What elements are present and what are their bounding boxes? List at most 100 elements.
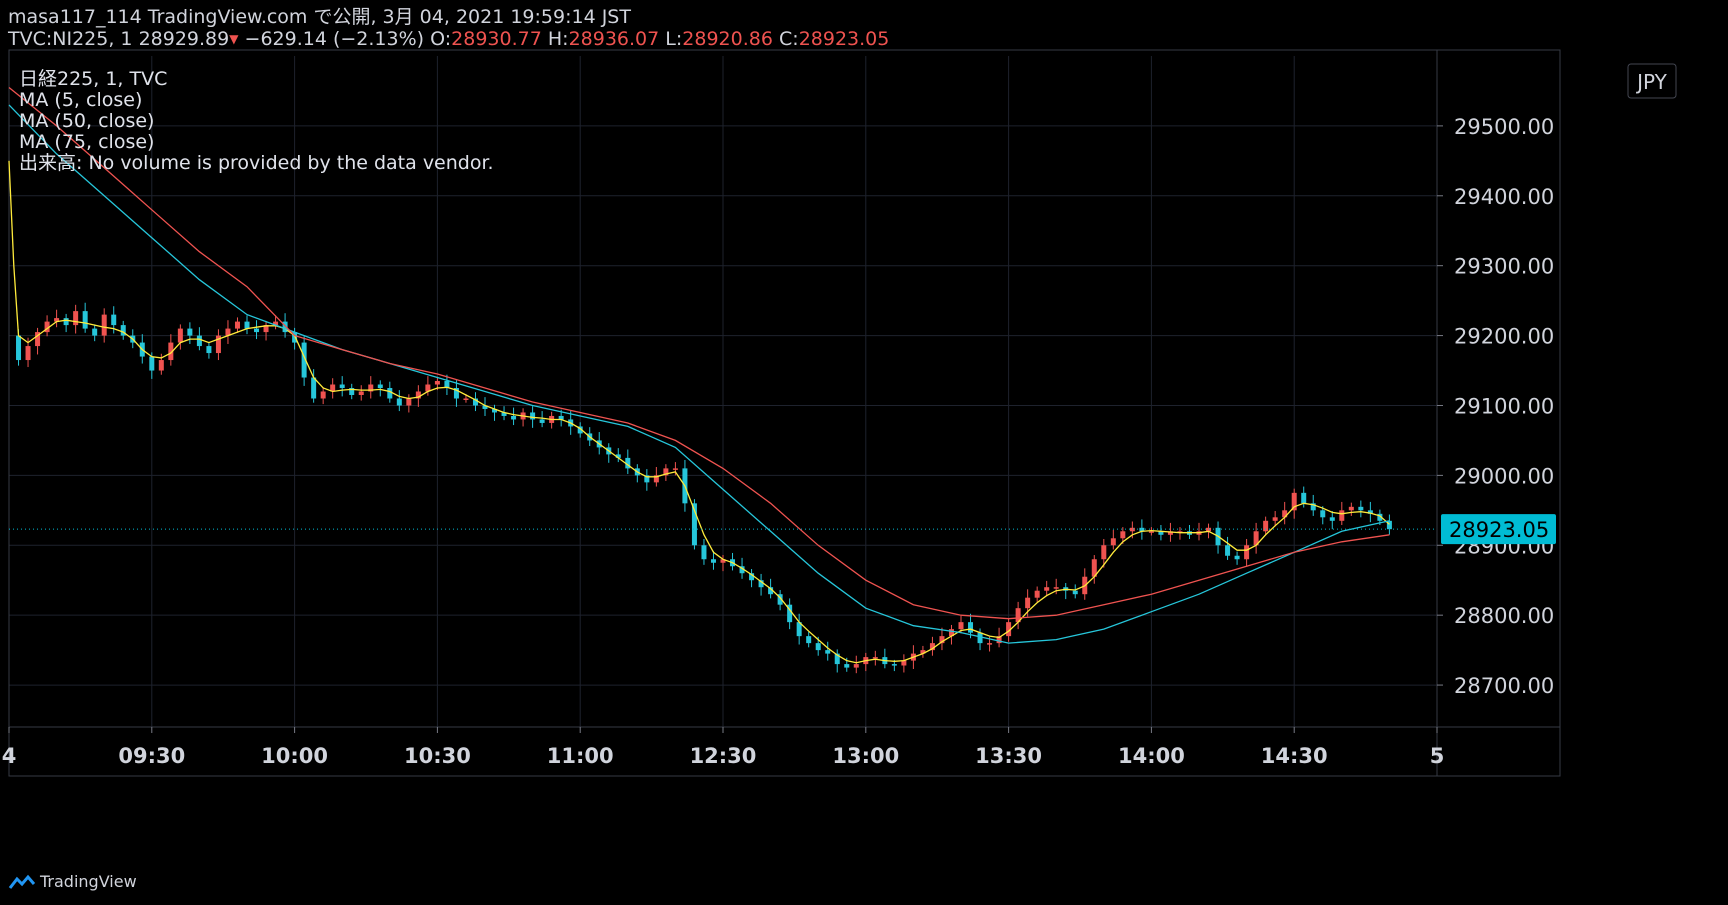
ma5-line — [8, 160, 1390, 664]
candle-body — [254, 328, 260, 333]
candle-body — [1129, 527, 1135, 532]
candle-body — [1310, 503, 1316, 511]
candle-body — [1234, 555, 1240, 560]
candle-body — [1291, 492, 1297, 511]
candle-body — [368, 384, 374, 392]
candle-body — [120, 325, 126, 336]
candle-body — [377, 384, 383, 389]
candle-body — [1329, 517, 1335, 521]
candle-body — [415, 391, 421, 399]
candle-body — [206, 346, 212, 354]
down-arrow-icon: ▼ — [229, 32, 239, 46]
candle-body — [691, 503, 697, 546]
candle-body — [1091, 559, 1097, 577]
candle-body — [825, 650, 831, 654]
candle-body — [149, 356, 155, 371]
candle-body — [968, 622, 974, 633]
legend-ma50[interactable]: MA (50, close) — [19, 110, 155, 132]
candle-body — [1339, 510, 1345, 521]
currency-label[interactable]: JPY — [1635, 70, 1668, 94]
candle-body — [749, 573, 755, 581]
candle-body — [758, 580, 764, 588]
candle-body — [891, 664, 897, 666]
candle-body — [511, 415, 517, 420]
candle-body — [872, 657, 878, 659]
candle-body — [625, 457, 631, 469]
candle-body — [263, 325, 269, 333]
candle-body — [577, 426, 583, 434]
candle-body — [282, 321, 288, 333]
candle-body — [777, 594, 783, 605]
candle-body — [558, 415, 564, 420]
candle-body — [1101, 545, 1107, 560]
candle-body — [920, 650, 926, 654]
candle-body — [796, 622, 802, 637]
candle-body — [1282, 510, 1288, 518]
high-label: H: — [547, 28, 569, 50]
candle-body — [663, 468, 669, 476]
last-price-tag: 28923.05 — [9, 514, 1556, 545]
x-tick-label: 12:30 — [690, 744, 757, 768]
x-tick-label: 14:30 — [1261, 744, 1328, 768]
open-value: 28930.77 — [451, 28, 542, 50]
candle-body — [349, 388, 355, 395]
y-tick-label: 29400.00 — [1454, 185, 1554, 209]
legend-volume[interactable]: 出来高: No volume is provided by the data v… — [19, 152, 494, 174]
candle-body — [1072, 590, 1078, 595]
x-tick-label: 09:30 — [118, 744, 185, 768]
x-tick-label: 11:00 — [547, 744, 614, 768]
candle-body — [54, 318, 60, 322]
candle-body — [539, 419, 545, 423]
candle-body — [1320, 510, 1326, 518]
close-label: C: — [779, 28, 799, 50]
high-value: 28936.07 — [568, 28, 660, 50]
candle-body — [1177, 531, 1183, 533]
candle-body — [453, 388, 459, 399]
candle-body — [311, 377, 317, 399]
candle-body — [244, 321, 250, 329]
indicator-legend: 日経225, 1, TVC MA (5, close) MA (50, clos… — [19, 69, 494, 174]
chart-header: masa117_114 TradingView.com で公開, 3月 04, … — [8, 6, 889, 50]
candle-body — [92, 328, 98, 336]
change-value: −629.14 (−2.13%) — [244, 28, 425, 50]
low-label: L: — [665, 28, 683, 50]
candle-body — [672, 468, 678, 470]
candle-body — [387, 388, 393, 399]
footer: TradingView — [8, 872, 137, 891]
candle-body — [1015, 608, 1021, 623]
candle-body — [1253, 531, 1259, 546]
candle-body — [1044, 587, 1050, 591]
legend-ma75[interactable]: MA (75, close) — [19, 131, 155, 153]
candle-body — [472, 398, 478, 406]
ma75-line — [8, 86, 1390, 620]
candle-body — [82, 311, 88, 329]
candle-body — [1206, 527, 1212, 532]
currency-button-box[interactable] — [1627, 63, 1677, 99]
last-price: 28929.89 — [138, 28, 230, 50]
x-tick-label: 13:00 — [832, 744, 899, 768]
candle-body — [787, 604, 793, 623]
candle-body — [1034, 590, 1040, 598]
candle-body — [1120, 531, 1126, 539]
candle-body — [73, 311, 79, 326]
candle-body — [44, 321, 50, 333]
candle-body — [101, 314, 107, 336]
close-value: 28923.05 — [798, 28, 890, 50]
legend-symbol[interactable]: 日経225, 1, TVC — [19, 68, 168, 90]
legend-ma5[interactable]: MA (5, close) — [19, 89, 143, 111]
ma50-line — [8, 104, 1390, 644]
x-tick-label: 10:30 — [404, 744, 471, 768]
candle-body — [273, 321, 279, 326]
candles — [16, 302, 1392, 674]
candle-body — [177, 328, 183, 343]
candle-body — [1053, 587, 1059, 589]
candle-body — [1386, 520, 1392, 530]
candle-body — [158, 360, 164, 371]
candle-body — [396, 398, 402, 406]
footer-brand[interactable]: TradingView — [40, 872, 137, 891]
candle-body — [425, 384, 431, 392]
candle-body — [615, 454, 621, 458]
chart-border — [8, 49, 1561, 777]
y-tick-label: 28800.00 — [1454, 604, 1554, 628]
